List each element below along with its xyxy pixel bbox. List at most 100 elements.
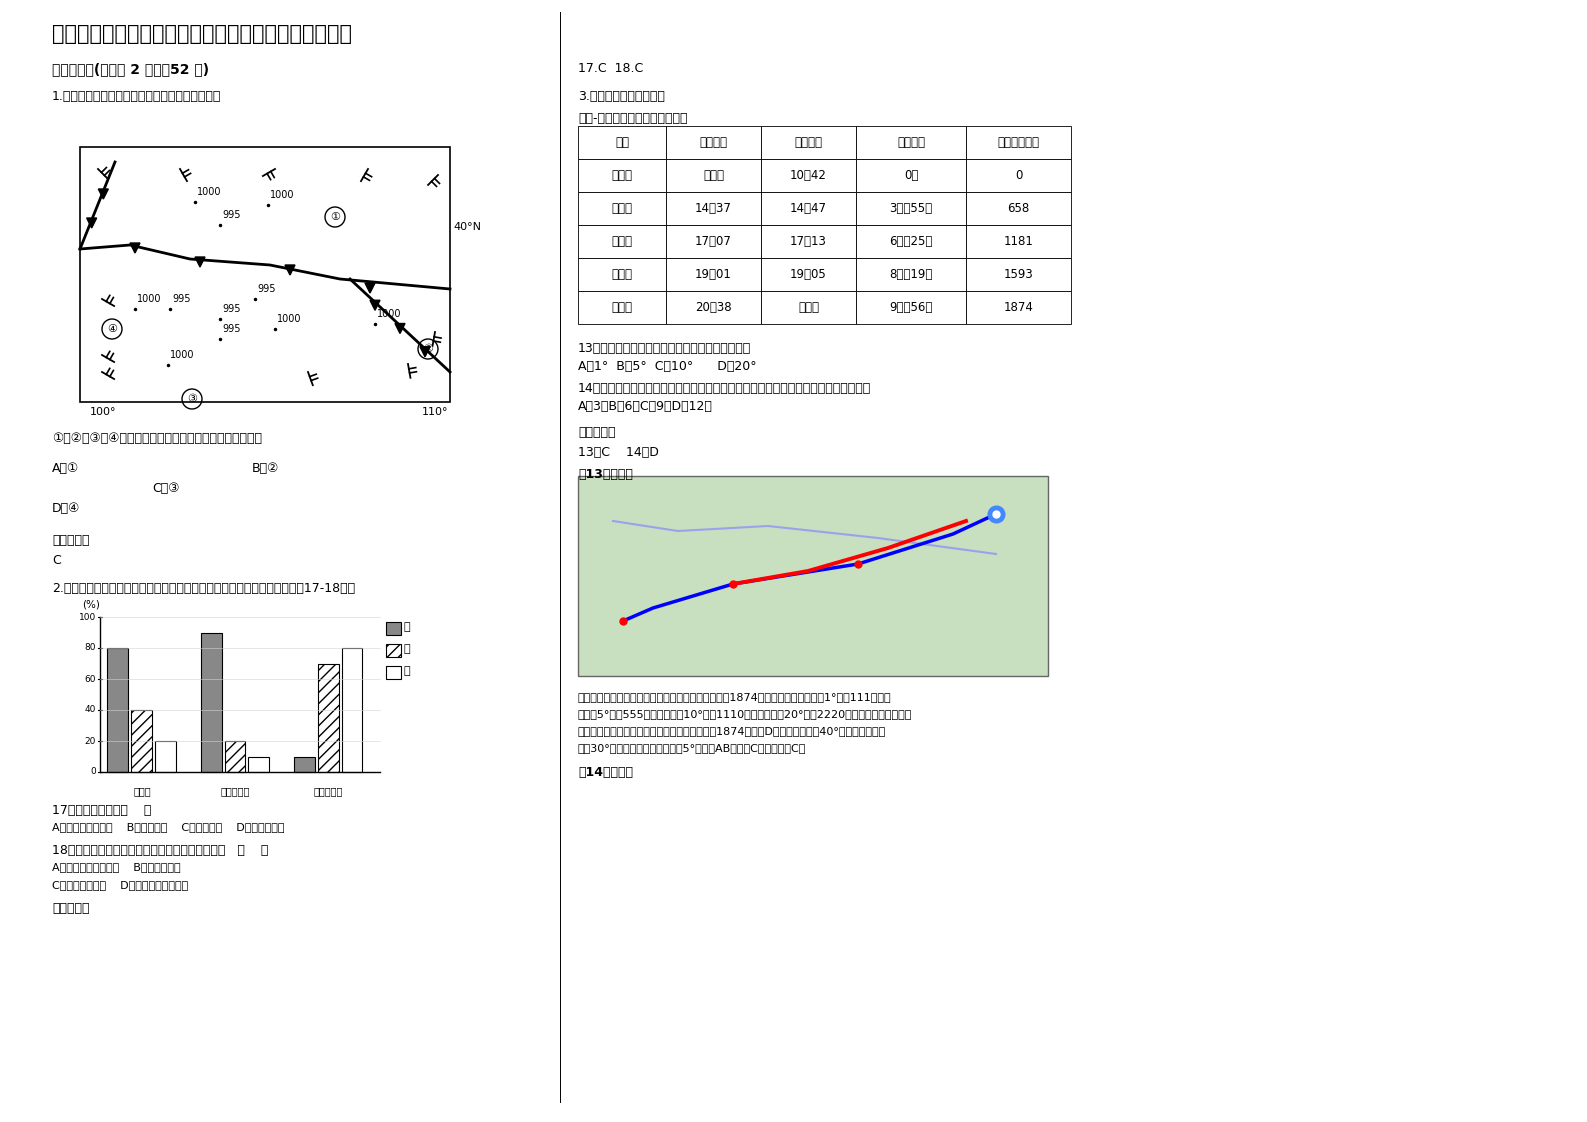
Text: 商品率: 商品率 <box>133 787 151 795</box>
Text: 》13题详解《: 》13题详解《 <box>578 468 633 481</box>
Bar <box>386 666 402 679</box>
Bar <box>966 291 1071 324</box>
Text: 9小时56分: 9小时56分 <box>889 301 933 314</box>
Text: 纬度差5°相差555千米，纬度差10°相差1110千米，纬度差20°相差2220千米，在三角形中，纬: 纬度差5°相差555千米，纬度差10°相差1110千米，纬度差20°相差2220… <box>578 709 913 719</box>
Text: C．丙为混合农业    D．丙为大牧场放牧业: C．丙为混合农业 D．丙为大牧场放牧业 <box>52 880 189 890</box>
Text: 17．甲地可能位于（    ）: 17．甲地可能位于（ ） <box>52 804 151 817</box>
Text: 到达时间: 到达时间 <box>700 136 727 149</box>
Text: 1000: 1000 <box>378 309 402 319</box>
Text: 658: 658 <box>1008 202 1030 215</box>
Text: 成都-北京某次高铁时刻与里程表: 成都-北京某次高铁时刻与里程表 <box>578 112 687 125</box>
Text: 40: 40 <box>84 706 95 715</box>
Bar <box>224 741 246 772</box>
Text: A．①: A．① <box>52 462 79 475</box>
Text: 参考答案：: 参考答案： <box>52 534 89 548</box>
Text: B．②: B．② <box>252 462 279 475</box>
Text: 乙: 乙 <box>405 644 411 654</box>
Text: 由表格信息、结合上图可知成都东到北京西的距离为1874千米，根据经线上每隔1°相差111千米，: 由表格信息、结合上图可知成都东到北京西的距离为1874千米，根据经线上每隔1°相… <box>578 692 892 702</box>
Bar <box>966 159 1071 192</box>
Text: 60: 60 <box>84 674 95 683</box>
Bar <box>386 622 402 635</box>
Bar <box>341 649 362 772</box>
Text: 1000: 1000 <box>170 350 195 360</box>
Bar <box>156 741 176 772</box>
Bar <box>667 192 762 226</box>
Text: 1874: 1874 <box>1003 301 1033 314</box>
Text: 始发站: 始发站 <box>703 169 724 182</box>
Text: D．④: D．④ <box>52 502 81 515</box>
Text: 运行时间: 运行时间 <box>897 136 925 149</box>
Text: 100: 100 <box>79 613 95 622</box>
Bar <box>667 159 762 192</box>
Text: 种植业比重: 种植业比重 <box>314 787 343 795</box>
Polygon shape <box>395 323 405 333</box>
Text: 0: 0 <box>90 767 95 776</box>
Text: 成都东: 成都东 <box>611 169 633 182</box>
Text: 里程（千米）: 里程（千米） <box>998 136 1039 149</box>
Bar <box>855 258 966 291</box>
Bar <box>966 192 1071 226</box>
Text: C: C <box>52 554 60 567</box>
Text: 畜牧业比重: 畜牧业比重 <box>221 787 251 795</box>
Text: 20: 20 <box>84 736 95 745</box>
Bar <box>762 126 855 159</box>
Text: A．3月B．6月C．9月D．12月: A．3月B．6月C．9月D．12月 <box>578 401 713 413</box>
Text: 北京西: 北京西 <box>611 301 633 314</box>
Text: 110°: 110° <box>422 407 449 417</box>
Bar <box>294 756 314 772</box>
Bar <box>762 159 855 192</box>
Text: 17.C  18.C: 17.C 18.C <box>578 62 643 75</box>
Text: 一、选择题(每小题 2 分，內52 分): 一、选择题(每小题 2 分，內52 分) <box>52 62 209 76</box>
Text: 1000: 1000 <box>278 314 302 324</box>
Bar <box>386 644 402 657</box>
Text: 1000: 1000 <box>136 294 162 304</box>
Text: 开车时间: 开车时间 <box>795 136 822 149</box>
Polygon shape <box>195 257 205 267</box>
Bar <box>202 633 222 772</box>
Bar <box>578 226 667 258</box>
Text: 0分: 0分 <box>905 169 919 182</box>
Text: ③: ③ <box>187 394 197 404</box>
Text: 995: 995 <box>222 324 241 334</box>
Text: 19：05: 19：05 <box>790 268 827 280</box>
Text: 995: 995 <box>222 304 241 314</box>
Text: ①、②、③、④四个地点中，即将出现大风、降温天气的是: ①、②、③、④四个地点中，即将出现大风、降温天气的是 <box>52 432 262 445</box>
Text: C．③: C．③ <box>152 482 179 495</box>
Bar <box>248 756 270 772</box>
Text: 终到站: 终到站 <box>798 301 819 314</box>
Text: 0: 0 <box>1014 169 1022 182</box>
Text: 14：37: 14：37 <box>695 202 732 215</box>
Text: ④: ④ <box>106 324 117 334</box>
Bar <box>578 258 667 291</box>
Text: 13．成都东站与北京西站所处的纬度之差最接近于: 13．成都东站与北京西站所处的纬度之差最接近于 <box>578 342 751 355</box>
Text: 14．某日，该次列车驶出郑州东站不久，落日的余晖照亮整个车厢。该日所属月份应为: 14．某日，该次列车驶出郑州东站不久，落日的余晖照亮整个车厢。该日所属月份应为 <box>578 381 871 395</box>
Text: 甲: 甲 <box>405 622 411 632</box>
Text: 》14题详解《: 》14题详解《 <box>578 766 633 779</box>
Bar <box>667 126 762 159</box>
Text: ①: ① <box>330 212 340 222</box>
Text: 18．关于乙、丙两地农业地域类型的说法正确的是   （    ）: 18．关于乙、丙两地农业地域类型的说法正确的是 （ ） <box>52 844 268 857</box>
Bar <box>855 159 966 192</box>
Text: 3小时55分: 3小时55分 <box>889 202 933 215</box>
Bar <box>966 126 1071 159</box>
Bar <box>762 226 855 258</box>
Text: 丙: 丙 <box>405 666 411 675</box>
Text: 站名: 站名 <box>616 136 628 149</box>
Bar <box>132 710 152 772</box>
Polygon shape <box>365 283 375 293</box>
Text: 6小时25分: 6小时25分 <box>889 234 933 248</box>
Text: 100°: 100° <box>90 407 116 417</box>
Text: 17：13: 17：13 <box>790 234 827 248</box>
Bar <box>762 258 855 291</box>
Text: 995: 995 <box>222 210 241 220</box>
Text: 石家庄: 石家庄 <box>611 268 633 280</box>
Bar <box>855 192 966 226</box>
Text: A．1°  B．5°  C．10°      D．20°: A．1° B．5° C．10° D．20° <box>578 360 757 373</box>
Bar <box>79 147 451 402</box>
Text: 10：42: 10：42 <box>790 169 827 182</box>
Bar <box>762 291 855 324</box>
Bar <box>855 126 966 159</box>
Bar <box>317 663 338 772</box>
Text: 40°N: 40°N <box>452 222 481 232</box>
Text: (%): (%) <box>83 599 100 609</box>
